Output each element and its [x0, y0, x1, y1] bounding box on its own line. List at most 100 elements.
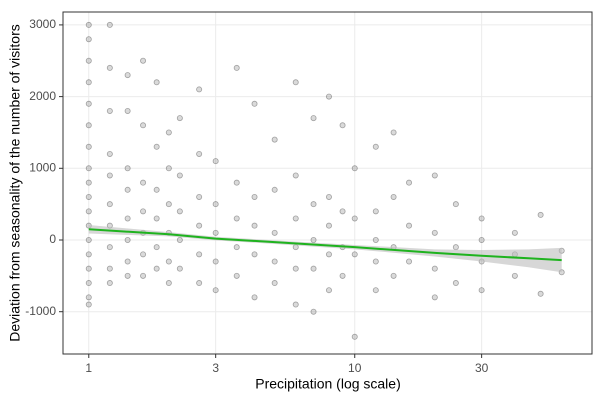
point: [351, 251, 358, 258]
point: [271, 280, 278, 287]
point: [478, 236, 485, 243]
point: [85, 280, 92, 287]
point: [85, 294, 92, 301]
point: [124, 107, 131, 114]
point: [212, 229, 219, 236]
point: [537, 290, 544, 297]
point: [176, 172, 183, 179]
point: [165, 165, 172, 172]
point: [271, 258, 278, 265]
point: [176, 115, 183, 122]
point: [431, 172, 438, 179]
point: [165, 280, 172, 287]
point: [233, 179, 240, 186]
point: [140, 122, 147, 129]
point: [478, 287, 485, 294]
point: [292, 215, 299, 222]
point: [165, 258, 172, 265]
x-tick-label: 3: [212, 361, 219, 375]
trend-line: [88, 228, 562, 262]
point: [390, 193, 397, 200]
point: [271, 136, 278, 143]
x-tick-label: 30: [475, 361, 489, 375]
point: [212, 258, 219, 265]
point: [372, 236, 379, 243]
point: [124, 215, 131, 222]
point: [431, 229, 438, 236]
point: [292, 172, 299, 179]
point: [85, 143, 92, 150]
point: [140, 251, 147, 258]
point: [339, 122, 346, 129]
point: [85, 79, 92, 86]
point: [251, 294, 258, 301]
point: [310, 201, 317, 208]
y-tick-label: -1000: [25, 304, 56, 318]
y-tick-label: 3000: [29, 17, 56, 31]
point: [165, 129, 172, 136]
point: [372, 143, 379, 150]
point: [85, 57, 92, 64]
x-tick-label: 1: [85, 361, 92, 375]
point: [271, 186, 278, 193]
point: [196, 222, 203, 229]
point: [233, 272, 240, 279]
point: [106, 201, 113, 208]
panel-border: [62, 11, 593, 355]
point: [106, 21, 113, 28]
point: [153, 244, 160, 251]
point: [153, 265, 160, 272]
point: [106, 64, 113, 71]
point: [212, 201, 219, 208]
point: [431, 294, 438, 301]
point: [390, 272, 397, 279]
point: [431, 265, 438, 272]
point: [233, 215, 240, 222]
point: [85, 36, 92, 43]
point: [406, 258, 413, 265]
point: [153, 186, 160, 193]
point: [325, 222, 332, 229]
point: [310, 236, 317, 243]
point: [85, 236, 92, 243]
point: [85, 122, 92, 129]
point: [140, 179, 147, 186]
point: [325, 93, 332, 100]
point: [106, 172, 113, 179]
point: [537, 211, 544, 218]
point: [452, 244, 459, 251]
point: [176, 265, 183, 272]
y-tick-label: 2000: [29, 89, 56, 103]
point: [351, 333, 358, 340]
point: [153, 215, 160, 222]
point: [325, 193, 332, 200]
point: [478, 215, 485, 222]
point: [339, 272, 346, 279]
point: [140, 208, 147, 215]
point: [325, 287, 332, 294]
point: [106, 244, 113, 251]
point: [124, 165, 131, 172]
point: [124, 236, 131, 243]
point: [85, 100, 92, 107]
point: [106, 265, 113, 272]
y-tick-label: 1000: [29, 160, 56, 174]
point: [233, 244, 240, 251]
point: [406, 179, 413, 186]
point: [292, 265, 299, 272]
point: [406, 222, 413, 229]
point: [511, 272, 518, 279]
point: [85, 208, 92, 215]
x-axis-title: Precipitation (log scale): [255, 376, 401, 392]
point: [140, 272, 147, 279]
point: [271, 229, 278, 236]
point: [106, 107, 113, 114]
point: [106, 280, 113, 287]
point: [124, 186, 131, 193]
point: [85, 265, 92, 272]
point: [196, 150, 203, 157]
point: [372, 208, 379, 215]
point: [452, 280, 459, 287]
